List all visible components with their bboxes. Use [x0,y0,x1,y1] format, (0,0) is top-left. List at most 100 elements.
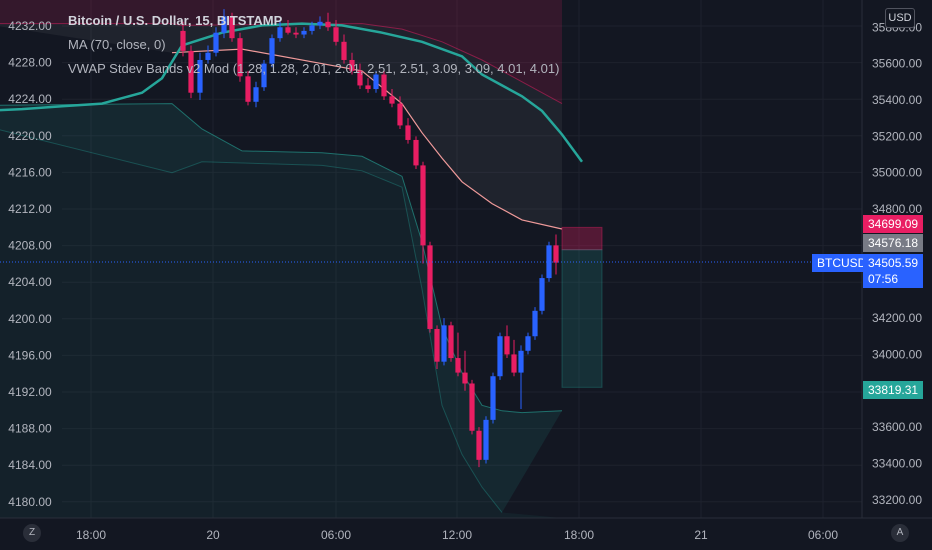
candle-body [483,419,489,460]
time-axis-tick-label: 12:00 [442,528,472,542]
candle-body [229,16,235,39]
vwap-lower-zone [0,103,562,513]
candle-body [221,16,227,33]
left-axis-tick-label: 4192.00 [8,385,52,399]
candle-body [381,74,387,97]
candle-body [525,336,531,351]
left-axis-tick-label: 4200.00 [8,312,52,326]
candle-body [301,30,307,35]
upper-band-price-tag: 34699.09 [863,215,924,233]
countdown-timer: 07:56 [868,272,899,286]
chart-grid [62,0,862,518]
chart-legend: Bitcoin / U.S. Dollar, 15, BITSTAMP MA (… [68,9,559,81]
candle-body [455,358,461,373]
vwap-bands [0,0,563,518]
candle-body [532,310,538,337]
candle-body [188,50,194,93]
candle-body [325,21,331,28]
candle-body [365,85,371,90]
candle-body [349,59,355,71]
right-axis-tick-label: 35600.00 [872,57,922,71]
target-box-lower [561,249,603,388]
vwap-lower-outer-zone [0,129,562,518]
symbol-title[interactable]: Bitcoin / U.S. Dollar, 15, BITSTAMP [68,13,283,28]
right-axis-tick-label: 34800.00 [872,202,922,216]
right-axis-tick-label: 35400.00 [872,93,922,107]
right-axis-tick-label: 33200.00 [872,493,922,507]
right-axis-tick-label: 35000.00 [872,166,922,180]
left-price-axis[interactable]: 4232.00 4228.00 4224.00 4220.00 4216.00 4212.… [8,19,52,509]
left-axis-tick-label: 4184.00 [8,458,52,472]
candle-body [341,41,347,60]
left-axis-tick-label: 4232.00 [8,19,52,33]
candle-body [511,354,517,373]
candle-body [441,325,447,362]
candle-body [448,325,454,359]
candle-body [497,336,503,377]
candle-body [476,430,482,460]
candle-body [373,74,379,90]
candle-body [317,21,323,26]
time-axis-tick-label: 21 [694,528,708,542]
right-axis-tick-label: 34000.00 [872,347,922,361]
time-axis-tick-label: 06:00 [808,528,838,542]
candles [180,9,559,468]
candle-body [434,328,440,362]
left-axis-tick-label: 4208.00 [8,239,52,253]
candle-body [277,27,283,39]
vwap-indicator-label[interactable]: VWAP Stdev Bands v2 Mod (1.28, 1.28, 2.0… [68,61,560,76]
left-axis-tick-label: 4180.00 [8,495,52,509]
candle-body [420,165,426,246]
last-vwap-price-tag: 34576.18 [863,234,924,252]
candle-body [269,38,275,64]
current-price-value: 34505.59 [868,256,919,270]
vwap-upper-zone [0,0,562,104]
candle-body [469,383,475,431]
time-axis[interactable]: 18:00 20 06:00 12:00 18:00 21 06:00 [76,528,838,542]
candle-body [389,96,395,104]
log-scale-button[interactable]: Z [23,524,41,542]
candle-body [427,245,433,329]
left-axis-tick-label: 4204.00 [8,275,52,289]
target-boxes [561,226,603,388]
left-axis-tick-label: 4216.00 [8,165,52,179]
currency-button[interactable]: USD [885,8,915,28]
left-axis-tick-label: 4188.00 [8,422,52,436]
candle-body [285,27,291,33]
candle-body [261,63,267,88]
vwap-lower-outer-line [0,129,503,513]
candle-body [293,32,299,35]
auto-scale-button[interactable]: A [891,524,909,542]
candle-body [213,32,219,53]
right-axis-tick-label: 33600.00 [872,420,922,434]
candle-body [180,30,186,51]
candle-body [462,372,468,384]
vwap-middle-zone [0,23,562,229]
candle-body [518,350,524,373]
candle-body [197,59,203,93]
candle-body [504,336,510,355]
left-axis-tick-label: 4224.00 [8,92,52,106]
candle-body [333,27,339,42]
target-box-upper [561,226,603,251]
right-axis-tick-label: 33400.00 [872,456,922,470]
candle-body [245,76,251,102]
candle-body [237,38,243,77]
vwap-lower-inner-line [0,103,563,414]
time-axis-tick-label: 18:00 [76,528,106,542]
lower-target-price-tag: 33819.31 [863,381,924,399]
candle-body [309,25,315,31]
candle-body [397,103,403,126]
ma-indicator-label[interactable]: MA (70, close, 0) [68,37,166,52]
time-axis-tick-label: 20 [206,528,220,542]
right-axis-tick-label: 35200.00 [872,129,922,143]
candle-body [405,125,411,140]
candle-body [413,139,419,166]
left-axis-tick-label: 4212.00 [8,202,52,216]
candle-body [490,376,496,420]
left-axis-tick-label: 4228.00 [8,56,52,70]
symbol-tag[interactable]: BTCUSD [812,254,872,272]
time-axis-tick-label: 18:00 [564,528,594,542]
